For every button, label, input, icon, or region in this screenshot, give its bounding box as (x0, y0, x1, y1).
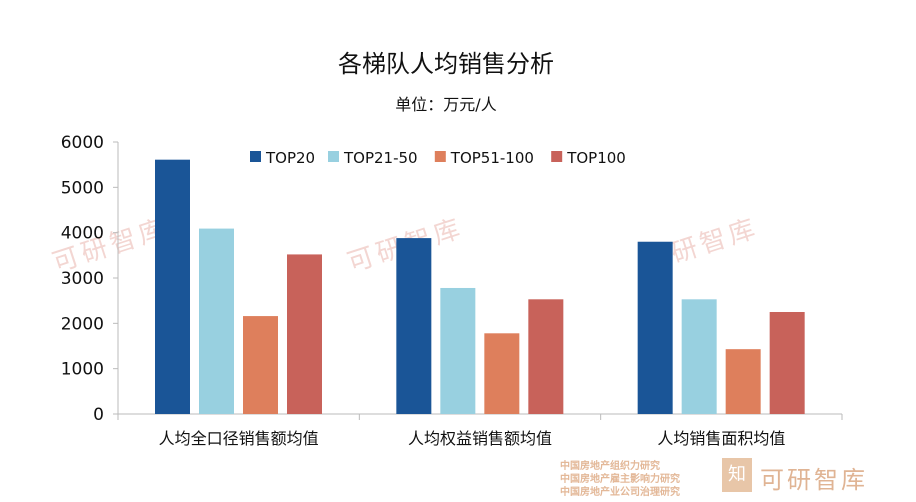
y-tick-label: 2000 (61, 314, 104, 334)
x-tick-label: 人均销售面积均值 (657, 429, 785, 448)
legend-label: TOP100 (566, 149, 626, 167)
bar-top100 (528, 299, 564, 414)
footer-line: 中国房地产组织力研究 (560, 461, 660, 472)
legend-swatch (328, 151, 339, 162)
y-tick-label: 0 (93, 405, 104, 425)
footer-line: 中国房地产业公司治理研究 (560, 487, 680, 498)
y-tick-label: 6000 (61, 133, 104, 153)
chart-subtitle: 单位：万元/人 (395, 95, 496, 114)
legend-label: TOP21-50 (343, 149, 418, 167)
bar-top51-100 (725, 349, 761, 414)
bar-top100 (769, 312, 805, 414)
footer-lines: 中国房地产组织力研究 中国房地产雇主影响力研究 中国房地产业公司治理研究 (560, 460, 680, 499)
x-tick-label: 人均权益销售额均值 (408, 429, 552, 448)
y-tick-label: 5000 (61, 178, 104, 198)
legend-label: TOP20 (265, 149, 315, 167)
bar-top51-100 (243, 316, 278, 414)
bar-top20 (396, 238, 432, 414)
bar-top20 (155, 159, 190, 414)
bar-top100 (287, 254, 322, 414)
bar-top51-100 (484, 333, 520, 414)
brand-logo: 知 (722, 458, 752, 492)
legend-swatch (551, 151, 563, 162)
y-tick-label: 3000 (61, 269, 104, 289)
bar-top20 (637, 241, 673, 414)
chart-title: 各梯队人均销售分析 (338, 50, 554, 78)
bar-top21-50 (681, 299, 717, 414)
legend-label: TOP51-100 (450, 149, 534, 167)
bar-top21-50 (199, 228, 234, 414)
y-tick-label: 4000 (61, 224, 104, 244)
legend-swatch (250, 151, 261, 162)
x-tick-label: 人均全口径销售额均值 (159, 429, 319, 448)
legend-swatch (434, 151, 446, 162)
footer-line: 中国房地产雇主影响力研究 (560, 474, 680, 485)
y-tick-label: 1000 (61, 360, 104, 380)
brand-name: 可研智库 (760, 466, 868, 494)
bar-top21-50 (440, 287, 476, 414)
